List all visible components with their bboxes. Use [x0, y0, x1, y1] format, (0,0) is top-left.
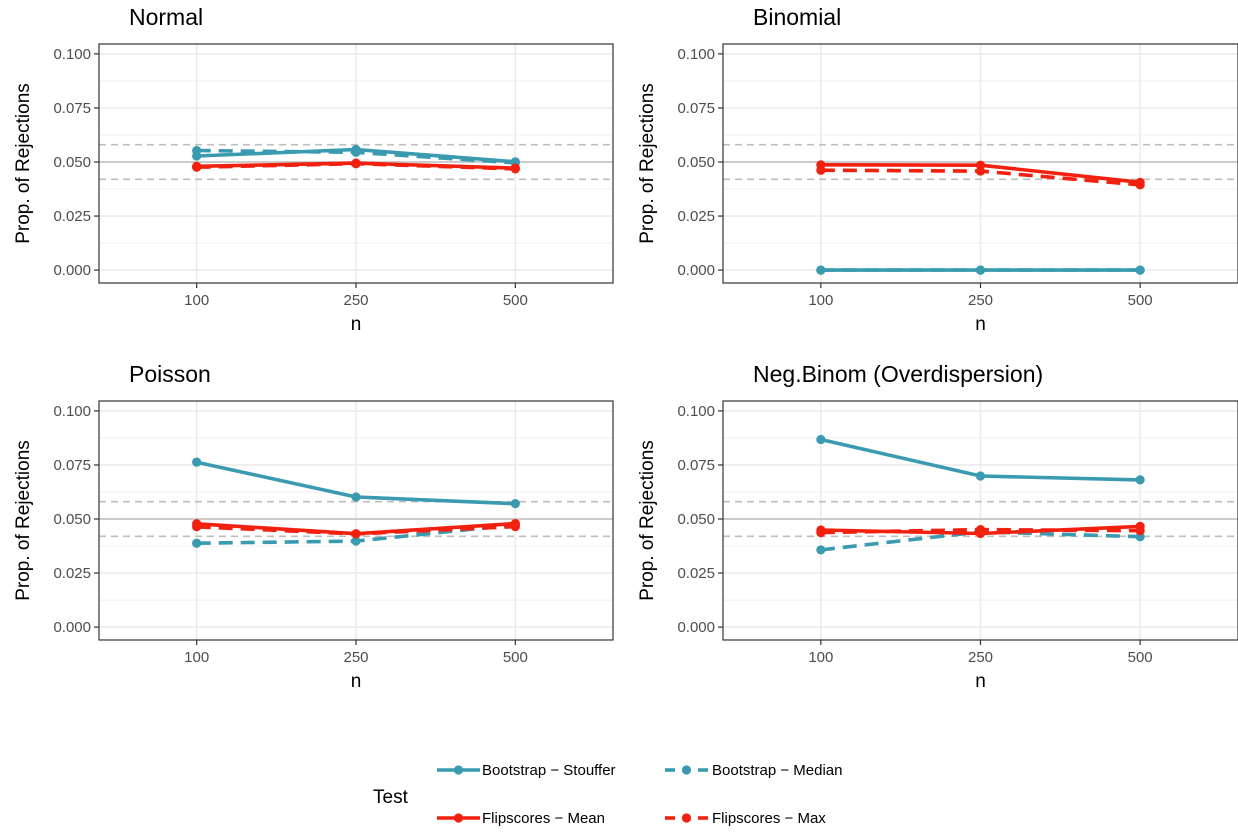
data-point [975, 160, 986, 170]
x-tick-label: 250 [343, 292, 368, 309]
data-point [351, 144, 361, 155]
data-point [1135, 521, 1145, 531]
data-point [816, 434, 826, 445]
series-bootstrap-stouffer [816, 265, 1145, 275]
legend-key-point [681, 813, 692, 823]
data-point [192, 151, 202, 161]
data-point [816, 160, 826, 170]
legend-key-point [453, 765, 464, 775]
panel-title: Binomial [753, 4, 841, 30]
panel-binomial: 0.000 0.025 0.050 0.075 0.100 100 250 500 n Prop.… [637, 4, 1238, 335]
y-tick-label: 0.075 [53, 457, 91, 474]
legend-key-point [453, 813, 464, 823]
panel-title: Neg.Binom (Overdispersion) [753, 361, 1043, 387]
legend: Test Bootstrap − Stouffer Bootstrap − Medi… [373, 762, 843, 827]
data-point [351, 158, 361, 168]
x-tick-label: 100 [808, 292, 833, 309]
data-point [192, 161, 202, 171]
data-point [816, 265, 826, 275]
data-point [192, 457, 202, 467]
panel-title: Poisson [129, 361, 211, 387]
data-point [510, 163, 520, 173]
x-axis-label: n [975, 314, 986, 335]
y-tick-label: 0.050 [677, 511, 715, 528]
data-point [351, 492, 361, 502]
y-axis-label: Prop. of Rejections [637, 83, 658, 244]
panel-poisson: 0.000 0.025 0.050 0.075 0.100 100 250 500 n Prop.… [13, 361, 614, 692]
panel-neg-binom-overdispersion: 0.000 0.025 0.050 0.075 0.100 100 250 500 n Prop.… [637, 361, 1238, 692]
y-tick-label: 0.050 [677, 154, 715, 171]
y-tick-label: 0.000 [53, 262, 91, 279]
data-point [510, 499, 520, 509]
series-flipscores-mean [192, 158, 520, 173]
data-point [1135, 177, 1145, 187]
data-point [192, 519, 202, 529]
series-bootstrap-stouffer [192, 457, 520, 509]
data-point [192, 538, 202, 548]
y-tick-label: 0.100 [53, 46, 91, 63]
legend-key-flipscores-mean: Flipscores − Mean [437, 810, 605, 827]
x-tick-label: 500 [1128, 292, 1153, 309]
x-axis-label: n [351, 671, 362, 692]
panel-title: Normal [129, 4, 203, 30]
data-point [510, 518, 520, 529]
legend-key-bootstrap-stouffer: Bootstrap − Stouffer [437, 762, 616, 779]
y-axis-label: Prop. of Rejections [13, 440, 34, 601]
y-tick-label: 0.050 [53, 154, 91, 171]
y-axis-label: Prop. of Rejections [637, 440, 658, 601]
y-axis-label: Prop. of Rejections [13, 83, 34, 244]
y-tick-label: 0.075 [53, 100, 91, 117]
y-tick-label: 0.000 [677, 262, 715, 279]
x-tick-label: 100 [184, 649, 209, 666]
panel-normal: 0.000 0.025 0.050 0.075 0.100 100 250 500 n Prop.… [13, 4, 614, 335]
y-tick-label: 0.100 [53, 403, 91, 420]
data-point [975, 265, 986, 275]
legend-label: Flipscores − Max [712, 810, 826, 827]
legend-label: Bootstrap − Stouffer [482, 762, 616, 779]
data-point [816, 525, 826, 535]
data-point [816, 545, 826, 555]
y-tick-label: 0.000 [53, 619, 91, 636]
series-flipscores-mean [192, 518, 520, 539]
series-bootstrap-stouffer [816, 434, 1145, 485]
data-point [351, 529, 361, 539]
y-tick-label: 0.100 [677, 403, 715, 420]
y-tick-label: 0.000 [677, 619, 715, 636]
y-tick-label: 0.075 [677, 100, 715, 117]
legend-key-bootstrap-median: Bootstrap − Median [665, 762, 843, 779]
x-tick-label: 100 [808, 649, 833, 666]
x-tick-label: 250 [968, 292, 993, 309]
legend-key-point [681, 765, 692, 775]
y-tick-label: 0.100 [677, 46, 715, 63]
x-tick-label: 100 [184, 292, 209, 309]
y-tick-label: 0.025 [53, 565, 91, 582]
x-tick-label: 500 [503, 292, 528, 309]
y-tick-label: 0.025 [677, 565, 715, 582]
data-point [1135, 475, 1145, 485]
series-flipscores-mean [816, 160, 1145, 187]
data-point [1135, 265, 1145, 275]
legend-label: Bootstrap − Median [712, 762, 843, 779]
data-point [351, 536, 361, 546]
legend-label: Flipscores − Mean [482, 810, 605, 827]
y-tick-label: 0.025 [677, 208, 715, 225]
data-point [975, 528, 986, 539]
x-tick-label: 500 [503, 649, 528, 666]
y-tick-label: 0.050 [53, 511, 91, 528]
data-point [975, 471, 986, 481]
legend-key-flipscores-max: Flipscores − Max [665, 810, 826, 827]
x-tick-label: 250 [968, 649, 993, 666]
x-tick-label: 250 [343, 649, 368, 666]
x-axis-label: n [975, 671, 986, 692]
legend-title: Test [373, 787, 409, 808]
y-tick-label: 0.075 [677, 457, 715, 474]
series-flipscores-mean [816, 521, 1145, 539]
x-tick-label: 500 [1128, 649, 1153, 666]
y-tick-label: 0.025 [53, 208, 91, 225]
x-axis-label: n [351, 314, 362, 335]
